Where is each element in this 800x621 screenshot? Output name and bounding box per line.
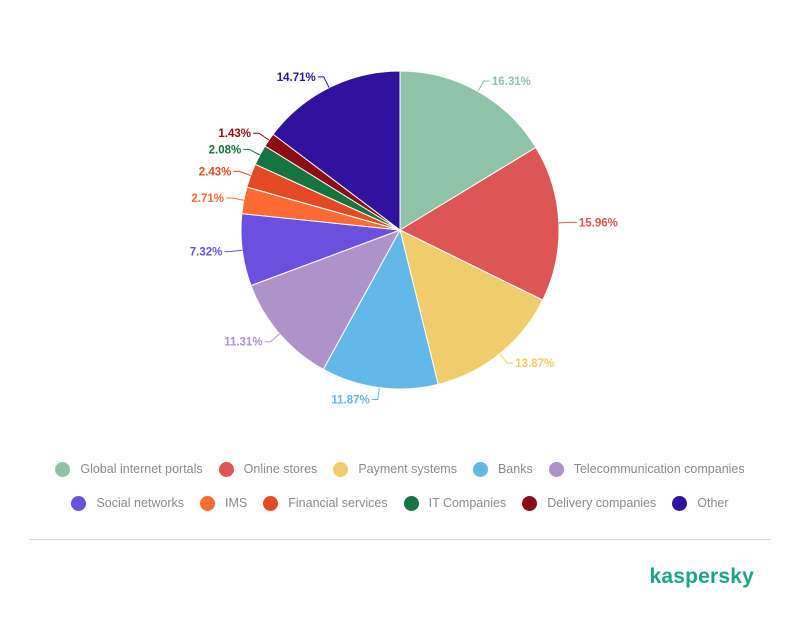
legend-item-global-internet-portals: Global internet portals <box>55 461 203 477</box>
leader-line-online-stores <box>558 221 577 224</box>
legend-label: Telecommunication companies <box>573 462 745 476</box>
leader-line-ims <box>226 197 244 201</box>
legend-swatch <box>200 495 216 511</box>
data-label-social-networks: 7.32% <box>190 247 223 259</box>
legend-row: Social networks IMS Financial services IT C… <box>63 486 736 520</box>
data-label-ims: 2.71% <box>191 193 224 205</box>
legend-swatch <box>472 461 488 477</box>
leader-line-telecommunication-companies <box>264 333 280 343</box>
legend-item-ims: IMS <box>200 495 248 511</box>
kaspersky-logo: kaspersky <box>649 565 754 588</box>
legend-swatch <box>218 461 234 477</box>
legend-item-it-companies: IT Companies <box>403 495 507 511</box>
data-label-financial-services: 2.43% <box>199 166 232 178</box>
leader-line-payment-systems <box>499 353 514 364</box>
leader-line-it-companies <box>243 148 261 156</box>
leader-line-delivery-companies <box>253 132 270 141</box>
pie-slice-telecommunication-companies <box>250 229 402 370</box>
legend-swatch <box>403 495 419 511</box>
data-label-delivery-companies: 1.43% <box>218 128 251 140</box>
legend-label: Social networks <box>96 496 185 510</box>
leader-line-banks <box>371 387 380 401</box>
legend-label: Delivery companies <box>547 496 657 510</box>
legend-swatch <box>522 495 538 511</box>
legend-swatch <box>548 461 564 477</box>
legend-item-delivery-companies: Delivery companies <box>522 495 657 511</box>
data-label-payment-systems: 13.87% <box>515 358 554 370</box>
chart-legend: Global internet portals Online stores Paym… <box>0 452 800 520</box>
legend-item-telecommunication-companies: Telecommunication companies <box>548 461 745 477</box>
leader-line-financial-services <box>233 170 251 176</box>
leader-line-other <box>317 76 330 88</box>
legend-item-social-networks: Social networks <box>71 495 185 511</box>
pie-chart: 16.31% 15.96% 13.87% 11.87% 11.31% 7.32% 2.71%… <box>190 70 618 407</box>
legend-swatch <box>672 495 688 511</box>
legend-item-other: Other <box>672 495 729 511</box>
legend-swatch <box>333 461 349 477</box>
legend-swatch <box>55 461 71 477</box>
data-label-telecommunication-companies: 11.31% <box>224 337 262 349</box>
data-label-it-companies: 2.08% <box>209 144 242 156</box>
legend-item-financial-services: Financial services <box>263 495 388 511</box>
legend-label: Payment systems <box>358 462 457 476</box>
legend-label: Online stores <box>243 462 318 476</box>
data-label-other: 14.71% <box>277 72 316 84</box>
data-label-global-internet-portals: 16.31% <box>492 76 531 88</box>
legend-label: Financial services <box>288 496 388 510</box>
legend-item-banks: Banks <box>472 461 533 477</box>
divider <box>30 539 770 540</box>
legend-swatch <box>263 495 279 511</box>
legend-label: Other <box>697 496 729 510</box>
legend-item-online-stores: Online stores <box>218 461 318 477</box>
leader-line-social-networks <box>224 249 243 253</box>
legend-label: Banks <box>497 462 533 476</box>
legend-label: IT Companies <box>428 496 507 510</box>
legend-swatch <box>71 495 87 511</box>
legend-label: Global internet portals <box>80 462 203 476</box>
legend-label: IMS <box>225 496 248 510</box>
legend-row: Global internet portals Online stores Paym… <box>47 452 752 486</box>
leader-line-global-internet-portals <box>477 80 490 92</box>
legend-item-payment-systems: Payment systems <box>333 461 457 477</box>
data-label-banks: 11.87% <box>331 395 369 407</box>
data-label-online-stores: 15.96% <box>579 217 618 229</box>
